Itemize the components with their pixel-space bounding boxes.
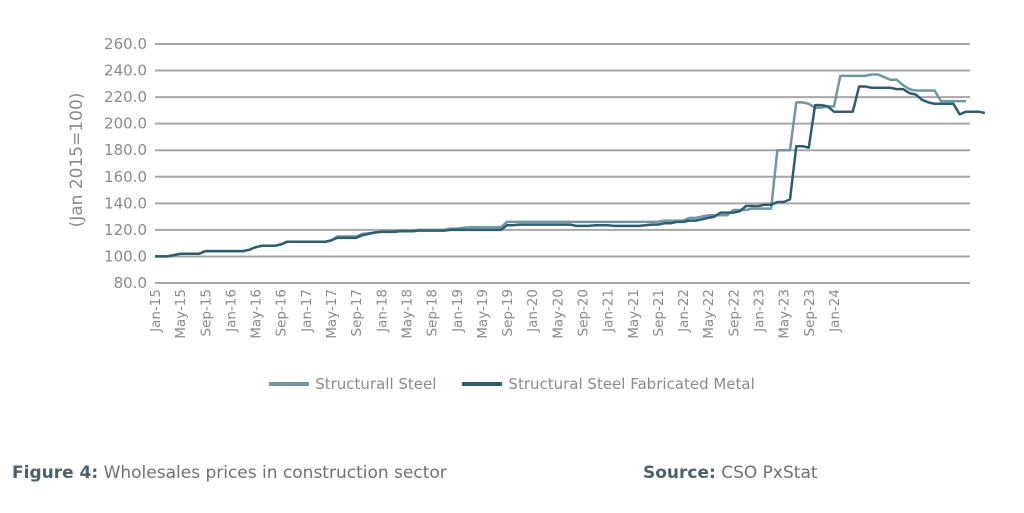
series-line-fabricated-metal [155,85,986,258]
x-tick-label: May-16 [249,289,265,339]
y-axis-label: (Jan 2015=100) [67,93,87,228]
x-tick-label: May-21 [626,289,642,339]
x-tick-label: Sep-23 [802,289,818,337]
legend-swatch-fabricated-metal [462,382,503,386]
line-chart: 80.0 100.0 120.0 140.0 160.0 180.0 200.0 220.0 2… [67,35,986,339]
x-tick-label: Sep-19 [500,289,516,337]
legend-swatch-structural-steel [269,382,310,386]
x-tick-label: May-17 [324,289,340,339]
y-tick-label: 80.0 [114,274,147,292]
figure-label: Figure 4: [12,463,99,483]
legend-label: Structural Steel Fabricated Metal [508,375,755,393]
gridlines [155,43,970,284]
x-tick-label: May-19 [475,289,491,339]
x-tick-label: Jan-17 [299,289,315,333]
x-tick-label: Jan-19 [450,289,466,333]
x-tick-label: Sep-16 [274,289,290,337]
source-caption: Source: CSO PxStat [643,463,818,483]
x-tick-label: Jan-20 [525,289,541,333]
x-tick-label: Jan-24 [827,289,843,333]
y-tick-label: 100.0 [104,247,147,265]
y-tick-label: 220.0 [104,88,147,106]
x-tick-label: May-18 [399,289,415,339]
x-tick-label: Sep-18 [425,289,441,337]
chart-legend: Structurall Steel Structural Steel Fabri… [0,375,1024,393]
series-lines [155,73,986,258]
x-tick-label: Jan-15 [148,289,164,333]
x-tick-label: Sep-15 [198,289,214,337]
x-tick-label: Jan-18 [374,289,390,333]
x-tick-label: May-23 [777,289,793,339]
figure-text: Wholesales prices in construction sector [98,463,447,483]
y-tick-label: 200.0 [104,115,147,133]
x-tick-label: Sep-17 [349,289,365,337]
y-tick-label: 140.0 [104,194,147,212]
x-tick-label: Sep-20 [576,289,592,337]
x-tick-label: Jan-23 [752,289,768,333]
legend-item-structural-steel: Structurall Steel [269,375,436,393]
x-tick-label: May-22 [701,289,717,339]
x-tick-label: May-15 [173,289,189,339]
x-tick-label: Jan-22 [676,289,692,333]
y-tick-label: 160.0 [104,168,147,186]
x-tick-label: Jan-16 [223,289,239,333]
x-tick-label: Sep-21 [651,289,667,337]
y-tick-label: 240.0 [104,62,147,80]
x-tick-label: Sep-22 [726,289,742,337]
y-axis-ticks: 80.0 100.0 120.0 140.0 160.0 180.0 200.0 220.0 2… [104,35,147,292]
x-tick-label: May-20 [550,289,566,339]
x-tick-label: Jan-21 [601,289,617,333]
x-axis-ticks: Jan-15 May-15 Sep-15 Jan-16 May-16 Sep-16 Jan-… [148,289,843,339]
source-label: Source: [643,463,716,483]
legend-label: Structurall Steel [315,375,437,393]
y-tick-label: 120.0 [104,221,147,239]
y-tick-label: 260.0 [104,35,147,53]
source-text: CSO PxStat [715,463,818,483]
legend-item-fabricated-metal: Structural Steel Fabricated Metal [462,375,755,393]
y-tick-label: 180.0 [104,141,147,159]
figure-caption: Figure 4: Wholesales prices in construct… [12,463,447,483]
